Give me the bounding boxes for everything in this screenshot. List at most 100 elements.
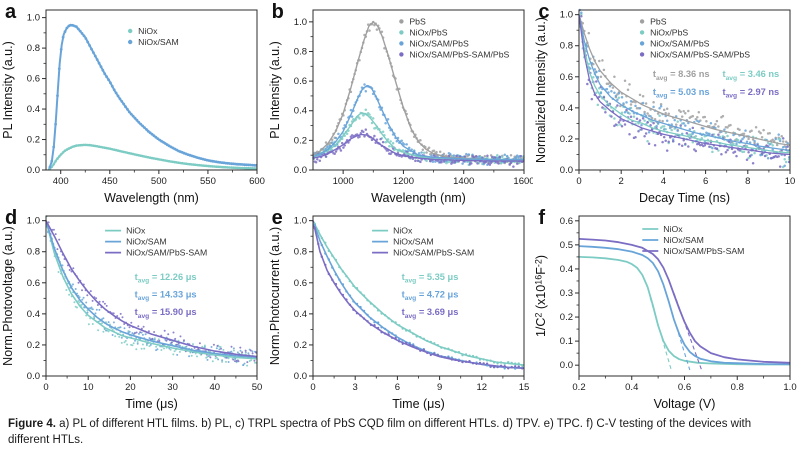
annotation-tavg-2: tavg = 5.03 ns bbox=[653, 87, 710, 100]
scatter-point bbox=[244, 349, 247, 352]
scatter-point bbox=[413, 159, 417, 163]
series-line-NiOx/SAM bbox=[45, 220, 258, 359]
marker-point bbox=[247, 166, 250, 170]
scatter-point bbox=[86, 294, 89, 297]
y-axis-label: PL Intensity (a.u.) bbox=[268, 41, 282, 139]
scatter-point bbox=[634, 104, 638, 108]
scatter-point bbox=[232, 349, 235, 352]
text-run: 1/C bbox=[534, 318, 548, 337]
marker-point bbox=[446, 347, 450, 350]
scatter-point bbox=[779, 137, 782, 141]
scatter-point bbox=[738, 128, 742, 131]
scatter-point bbox=[642, 117, 645, 120]
scatter-point bbox=[627, 111, 630, 114]
scatter-point bbox=[141, 343, 144, 346]
chart-pl-pbs-cqd: 1000 1200 1400 1600 0.0 0.2 0.4 0.6 0.8 1.0 Wavele… bbox=[268, 9, 533, 205]
scatter-point bbox=[711, 133, 714, 137]
scatter-point bbox=[114, 335, 117, 338]
marker-point bbox=[122, 102, 126, 106]
scatter-point bbox=[741, 137, 745, 141]
scatter-point bbox=[160, 349, 163, 351]
scatter-point bbox=[743, 150, 746, 153]
scatter-point bbox=[694, 135, 698, 138]
scatter-point bbox=[505, 154, 509, 158]
marker-point bbox=[411, 344, 415, 348]
x-tick-label: 1200 bbox=[393, 176, 414, 187]
scatter-point bbox=[619, 123, 622, 126]
scatter-point bbox=[141, 333, 144, 336]
marker-point bbox=[401, 327, 404, 330]
scatter-point bbox=[613, 117, 616, 120]
scatter-point bbox=[155, 345, 158, 348]
scatter-point bbox=[700, 136, 704, 140]
scatter-point bbox=[639, 119, 642, 122]
scatter-point bbox=[103, 302, 106, 305]
marker-point bbox=[190, 163, 193, 166]
marker-point bbox=[323, 252, 327, 255]
marker-point bbox=[127, 110, 131, 114]
scatter-point bbox=[666, 107, 669, 110]
scatter-point bbox=[372, 134, 376, 138]
scatter-point bbox=[371, 117, 375, 120]
scatter-point bbox=[235, 359, 238, 362]
scatter-point bbox=[774, 137, 778, 141]
y-tick-label: 0.6 bbox=[560, 72, 573, 83]
scatter-point bbox=[102, 300, 105, 303]
scatter-point bbox=[687, 121, 690, 125]
scatter-point bbox=[676, 120, 680, 123]
scatter-point bbox=[669, 126, 672, 130]
x-tick-label: 50 bbox=[252, 382, 263, 393]
legend-marker-NiOx bbox=[127, 28, 133, 34]
marker-point bbox=[492, 361, 495, 364]
scatter-point bbox=[503, 153, 506, 157]
scatter-point bbox=[142, 325, 145, 328]
scatter-point bbox=[395, 139, 398, 143]
x-axis-label: Wavelength (nm) bbox=[371, 191, 466, 205]
scatter-point bbox=[642, 94, 645, 98]
scatter-point bbox=[684, 112, 687, 115]
marker-point bbox=[520, 364, 524, 367]
scatter-point bbox=[225, 360, 227, 363]
scatter-point bbox=[605, 87, 609, 91]
marker-point bbox=[482, 362, 485, 365]
scatter-point bbox=[375, 138, 378, 141]
marker-point bbox=[482, 358, 485, 361]
annotation-tavg-1: tavg = 14.33 μs bbox=[135, 290, 197, 303]
scatter-point bbox=[474, 155, 478, 158]
marker-point bbox=[457, 351, 460, 354]
legend-label: NiOx/SAM/PbS-SAM/PbS bbox=[650, 49, 750, 59]
marker-point bbox=[408, 343, 411, 346]
marker-point bbox=[63, 149, 67, 152]
x-tick-label: 4 bbox=[661, 176, 666, 187]
marker-point bbox=[251, 167, 254, 170]
scatter-point bbox=[157, 338, 160, 341]
scatter-point bbox=[673, 118, 677, 122]
text-run: Decay Time (ns) bbox=[639, 191, 730, 205]
scatter-point bbox=[752, 161, 755, 165]
series-line-fit-NiOx bbox=[650, 297, 673, 371]
scatter-point bbox=[643, 112, 647, 116]
y-axis-label: Normalized Intensity (a.u.) bbox=[534, 17, 548, 163]
scatter-point bbox=[119, 312, 122, 315]
scatter-point bbox=[143, 347, 146, 350]
scatter-point bbox=[178, 350, 181, 353]
marker-point bbox=[415, 347, 418, 350]
marker-point bbox=[243, 166, 246, 170]
text-run: t bbox=[653, 87, 656, 97]
scatter-point bbox=[783, 164, 787, 167]
marker-point bbox=[506, 367, 510, 370]
scatter-point bbox=[687, 109, 690, 113]
marker-point bbox=[387, 333, 390, 336]
marker-point bbox=[362, 309, 365, 313]
marker-point bbox=[86, 40, 90, 44]
y-tick-label: 0.0 bbox=[27, 165, 40, 176]
scatter-point bbox=[314, 160, 318, 164]
scatter-point bbox=[672, 139, 675, 143]
scatter-point bbox=[212, 343, 215, 346]
scatter-point bbox=[694, 149, 698, 153]
scatter-point bbox=[721, 114, 725, 118]
marker-point bbox=[216, 165, 220, 169]
scatter-point bbox=[425, 151, 428, 154]
legend-label: PbS bbox=[409, 16, 426, 26]
marker-point bbox=[56, 94, 59, 98]
